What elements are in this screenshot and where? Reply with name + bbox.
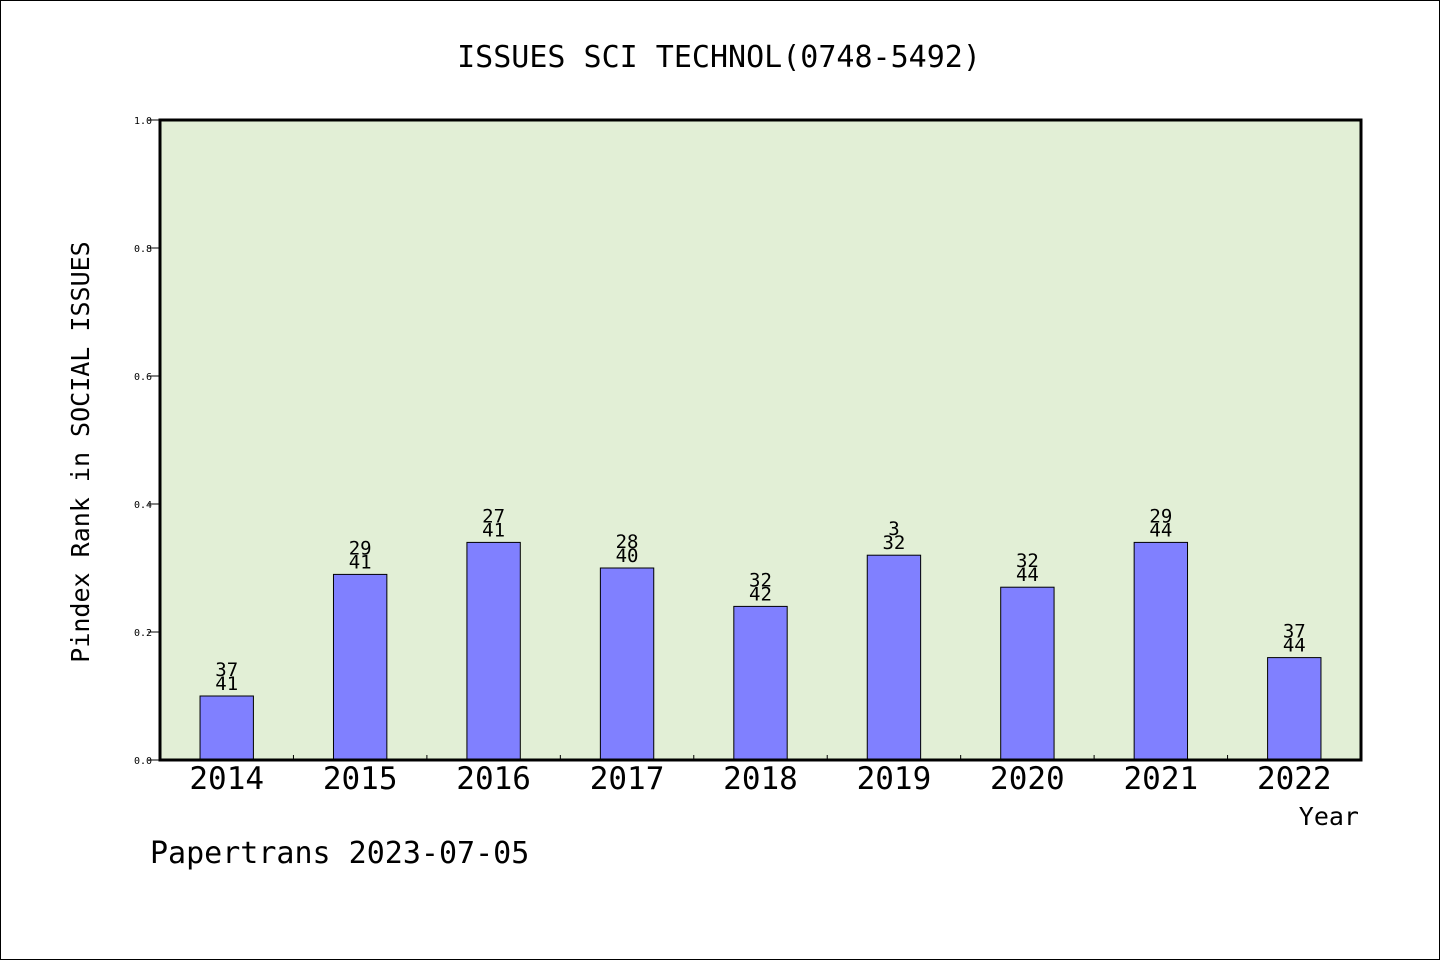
bar-2021 [1133, 541, 1189, 761]
bar-rank-label: 29 [1149, 505, 1172, 527]
bar-rank-label: 37 [1283, 621, 1306, 643]
bar-total-label: 41 [349, 551, 372, 573]
y-tick-label: 0.6 [134, 372, 152, 383]
bar-2015 [332, 573, 388, 761]
x-axis-label: Year [1299, 802, 1359, 831]
footer-credit: Papertrans 2023-07-05 [150, 836, 529, 871]
bar-total-label: 40 [616, 545, 639, 567]
x-tick-label: 2017 [590, 761, 665, 797]
bar-2020 [1000, 586, 1055, 761]
y-tick-label: 0.0 [134, 756, 152, 767]
y-tick-label: 0.8 [134, 244, 152, 255]
bar-total-label: 44 [1016, 564, 1039, 586]
bar-rank-label: 28 [616, 531, 639, 553]
x-tick-label: 2020 [990, 761, 1065, 797]
x-tick-label: 2021 [1124, 761, 1199, 797]
plot-border [158, 118, 1363, 762]
bar-total-label: 41 [482, 519, 505, 541]
y-tick-label: 0.2 [134, 628, 152, 639]
bar-rank-label: 29 [349, 537, 372, 559]
bar-total-label: 32 [882, 532, 905, 554]
x-tick-label: 2019 [857, 761, 932, 797]
bar-rank-label: 37 [215, 659, 238, 681]
bar-total-label: 41 [215, 673, 238, 695]
bar-2014 [199, 695, 254, 761]
bar-rank-label: 32 [1016, 550, 1039, 572]
chart-title: ISSUES SCI TECHNOL(0748-5492) [457, 40, 981, 75]
bar-rank-label: 3 [888, 518, 899, 540]
bar-total-label: 44 [1149, 519, 1172, 541]
x-tick-label: 2022 [1257, 761, 1332, 797]
bar-total-label: 42 [749, 583, 772, 605]
y-tick-label: 1.0 [134, 116, 152, 127]
bar-rank-label: 27 [482, 505, 505, 527]
y-axis-label: Pindex Rank in SOCIAL ISSUES [66, 241, 95, 662]
bar-rank-label: 32 [749, 569, 772, 591]
bar-2016 [466, 541, 521, 761]
x-tick-label: 2014 [189, 761, 264, 797]
bar-2017 [599, 567, 655, 761]
x-tick-label: 2015 [323, 761, 398, 797]
bar-2019 [866, 554, 922, 761]
bar-2018 [733, 605, 788, 761]
x-tick-label: 2018 [723, 761, 798, 797]
ticks-layer: 0.0 0.2 0.4 0.6 0.8 1.0 2014 2015 2016 2017 2018 20… [134, 116, 1332, 797]
y-tick-label: 0.4 [134, 500, 152, 511]
x-tick-label: 2016 [456, 761, 531, 797]
bar-total-label: 44 [1283, 635, 1306, 657]
bar-2022 [1267, 657, 1322, 761]
